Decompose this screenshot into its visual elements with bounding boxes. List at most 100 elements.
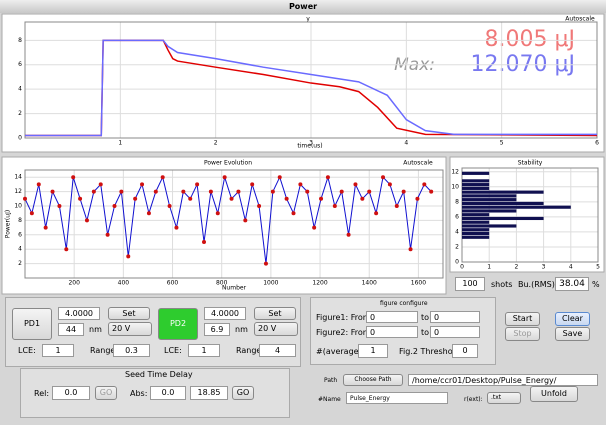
value-field[interactable]: 4.0000	[58, 307, 100, 320]
evolution-x-label: Number	[222, 285, 247, 292]
value-field[interactable]: 4.0000	[204, 307, 246, 320]
point	[98, 182, 103, 187]
x-tick-label: 5	[596, 264, 600, 271]
point	[119, 189, 124, 194]
pd-button[interactable]: PD1	[12, 308, 52, 340]
go-button[interactable]: GO	[95, 386, 117, 400]
bar	[462, 220, 490, 224]
label: #Name	[318, 396, 341, 403]
pd-button[interactable]: PD2	[158, 308, 198, 340]
point	[91, 189, 96, 194]
rel-field[interactable]: 0.0	[52, 386, 90, 400]
label: #(average):	[316, 347, 365, 356]
x-tick-label: 3	[309, 140, 313, 147]
abs-current: 18.85	[190, 386, 228, 400]
plot-frame	[24, 21, 598, 139]
path-field[interactable]: /home/ccr01/Desktop/Pulse_Energy/	[408, 374, 598, 386]
point	[50, 189, 55, 194]
point	[325, 175, 330, 180]
point	[78, 196, 83, 201]
lce-field[interactable]: 1	[42, 344, 74, 357]
y-tick-label: 10	[451, 183, 459, 190]
label: Rel:	[34, 389, 50, 398]
abs-field[interactable]: 0.0	[150, 386, 186, 400]
fig2-to[interactable]: 0	[430, 326, 480, 338]
stability-title: Stability	[518, 160, 543, 167]
point	[181, 189, 186, 194]
clear-button[interactable]: Clear	[555, 312, 590, 326]
lce-field[interactable]: 1	[188, 344, 220, 357]
y-tick-label: 10	[14, 203, 22, 210]
label: Fig.2 Threshold:	[399, 347, 463, 356]
x-tick-label: 5	[500, 140, 504, 147]
fig1-to[interactable]: 0	[430, 311, 480, 323]
name-field[interactable]: Pulse_Energy	[346, 392, 448, 404]
set-button[interactable]: Set	[254, 307, 296, 320]
bar	[462, 171, 490, 175]
point	[374, 211, 379, 216]
point	[319, 196, 324, 201]
point	[43, 225, 48, 230]
choose-path-button[interactable]: Choose Path	[343, 374, 403, 386]
point	[360, 196, 365, 201]
bar	[462, 224, 517, 228]
range-field[interactable]: 0.3	[113, 344, 150, 357]
point	[284, 196, 289, 201]
point	[29, 211, 34, 216]
wavelength-field[interactable]: 6.9	[204, 323, 230, 336]
unfold-button[interactable]: Unfold	[530, 386, 578, 402]
fig2-from[interactable]: 0	[366, 326, 418, 338]
y-tick-label: 8	[18, 217, 22, 224]
point	[312, 225, 317, 230]
shots-field[interactable]: 100	[455, 277, 485, 291]
panel-title: Seed Time Delay	[125, 370, 193, 379]
autoscale[interactable]: Autoscale	[403, 160, 433, 167]
bar	[462, 190, 544, 194]
point	[408, 247, 413, 252]
x-tick-label: 1	[487, 264, 491, 271]
autoscale[interactable]: Autoscale	[565, 16, 595, 23]
y-tick-label: 4	[18, 246, 22, 253]
y-tick-label: 0	[455, 259, 459, 266]
average-field[interactable]: 1	[358, 344, 388, 358]
x-tick-label: 1400	[362, 280, 377, 287]
threshold-field[interactable]: 0	[452, 344, 478, 358]
x-tick-label: 600	[167, 280, 179, 287]
y-tick-label: 6	[455, 213, 459, 220]
point	[270, 189, 275, 194]
bar	[462, 209, 517, 213]
point	[422, 182, 427, 187]
save-button[interactable]: Save	[555, 327, 590, 341]
point	[291, 211, 296, 216]
y-tick-label: 6	[18, 61, 22, 68]
fig1-from[interactable]: 0	[366, 311, 418, 323]
set-button[interactable]: Set	[108, 307, 150, 320]
point	[243, 218, 248, 223]
title-bar: Power	[0, 0, 606, 13]
label: nm	[235, 325, 248, 334]
range-field[interactable]: 4	[259, 344, 296, 357]
y-tick-label: 2	[455, 243, 459, 250]
point	[429, 189, 434, 194]
voltage-select[interactable]: 20 V	[254, 322, 298, 336]
voltage-select[interactable]: 20 V	[108, 322, 152, 336]
y-tick-label: 4	[18, 86, 22, 93]
stop-button[interactable]: Stop	[505, 327, 540, 341]
panel-title: figure configure	[380, 300, 428, 307]
point	[277, 175, 282, 180]
point	[202, 240, 207, 244]
x-tick-label: 1	[118, 140, 122, 147]
label: Path	[324, 377, 338, 384]
ext-select[interactable]: .txt	[487, 392, 521, 404]
point	[195, 182, 200, 187]
point	[57, 204, 62, 208]
wavelength-field[interactable]: 44	[58, 323, 84, 336]
point	[222, 175, 227, 180]
start-button[interactable]: Start	[505, 312, 540, 326]
evolution-title: Power Evolution	[204, 160, 252, 167]
label: Figure2: From	[316, 328, 371, 337]
bar	[462, 201, 544, 205]
go-button[interactable]: GO	[232, 386, 254, 400]
point	[415, 196, 420, 201]
